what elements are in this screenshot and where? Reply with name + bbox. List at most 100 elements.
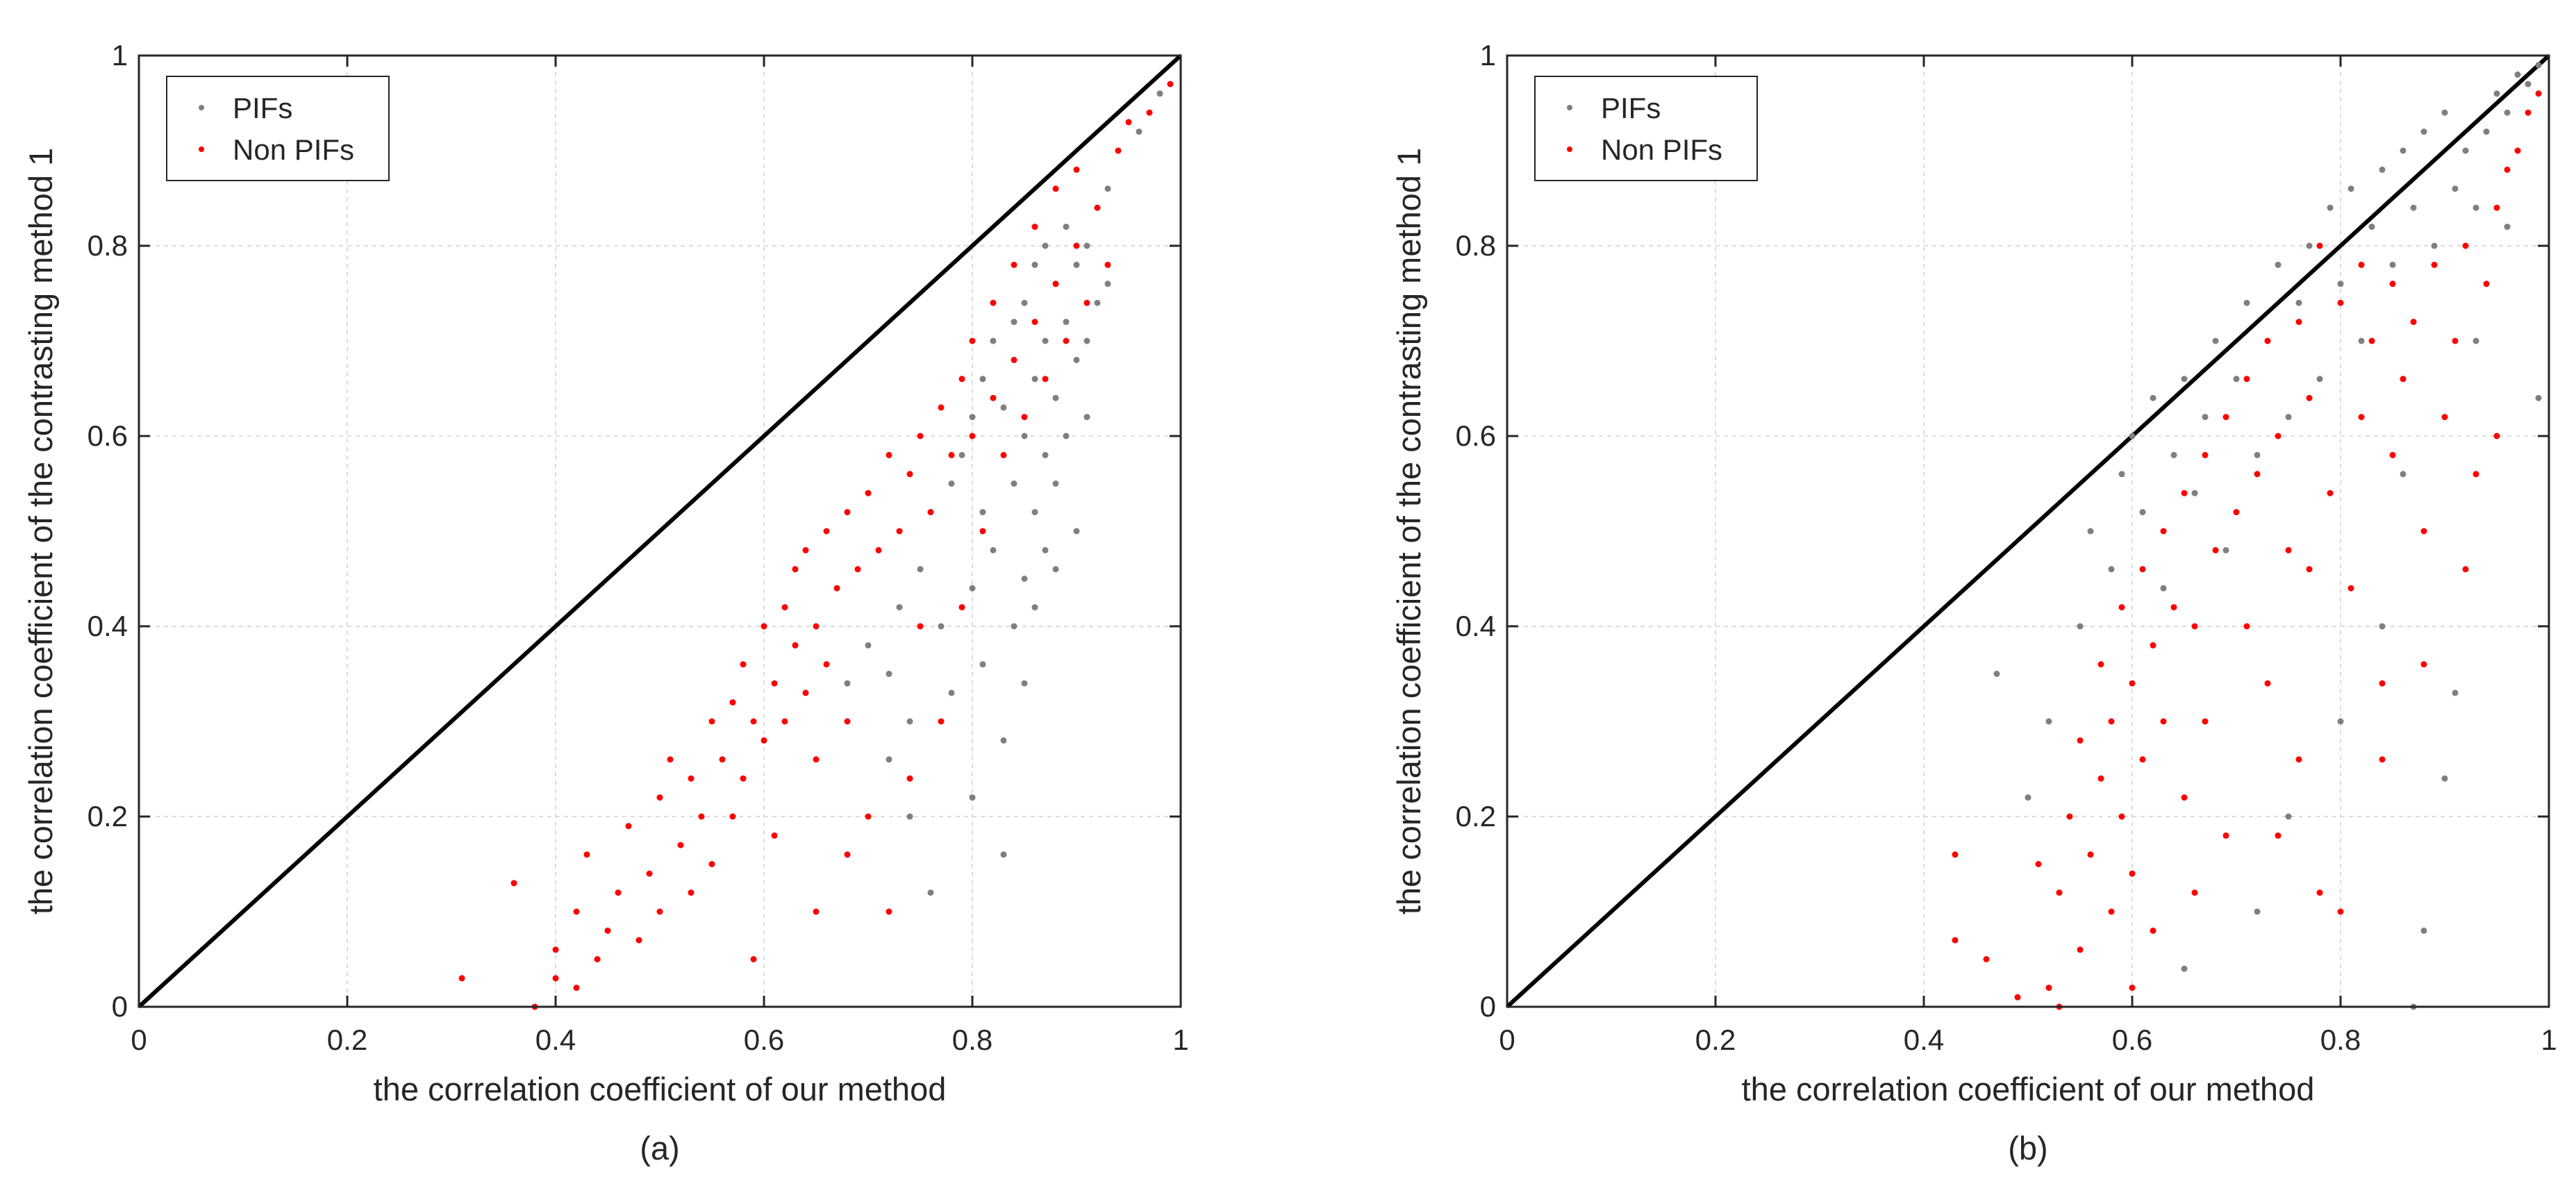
point-pifs-b bbox=[2118, 471, 2125, 478]
point-non-pifs-b bbox=[2097, 661, 2104, 668]
point-pifs-b bbox=[2077, 623, 2084, 630]
point-pifs-a bbox=[1104, 281, 1111, 287]
point-non-pifs-b bbox=[2222, 414, 2229, 421]
point-pifs-b bbox=[2535, 394, 2542, 401]
point-non-pifs-b bbox=[2160, 718, 2167, 725]
point-non-pifs-a bbox=[656, 794, 663, 801]
point-non-pifs-b bbox=[2327, 490, 2334, 496]
point-non-pifs-a bbox=[740, 661, 747, 668]
point-non-pifs-a bbox=[906, 471, 913, 478]
point-non-pifs-a bbox=[1073, 242, 1080, 249]
point-non-pifs-b bbox=[1952, 937, 1959, 944]
point-non-pifs-b bbox=[2118, 813, 2125, 820]
point-pifs-b bbox=[2535, 62, 2542, 69]
point-pifs-a bbox=[1011, 623, 1017, 630]
point-non-pifs-b bbox=[2170, 604, 2177, 611]
point-non-pifs-b bbox=[1952, 851, 1959, 858]
point-non-pifs-b bbox=[2316, 889, 2323, 896]
point-pifs-a bbox=[1000, 851, 1007, 858]
y-axis-label-a: the correlation coefficient of the contr… bbox=[22, 148, 59, 914]
point-pifs-b bbox=[2348, 185, 2354, 192]
point-pifs-b bbox=[2285, 414, 2292, 421]
point-non-pifs-a bbox=[1063, 337, 1070, 344]
point-non-pifs-b bbox=[2108, 908, 2115, 915]
point-non-pifs-a bbox=[625, 823, 632, 830]
reference-line-a bbox=[137, 53, 1183, 1009]
point-non-pifs-a bbox=[1021, 414, 1028, 421]
point-non-pifs-a bbox=[761, 623, 767, 630]
point-pifs-b bbox=[2337, 718, 2344, 725]
point-non-pifs-a bbox=[1167, 81, 1174, 87]
point-pifs-b bbox=[2452, 689, 2459, 696]
point-non-pifs-a bbox=[802, 689, 809, 696]
point-non-pifs-a bbox=[573, 908, 580, 915]
point-non-pifs-a bbox=[802, 546, 809, 553]
point-non-pifs-b bbox=[2295, 319, 2302, 326]
y-axis-label-b: the correlation coefficient of the contr… bbox=[1390, 148, 1427, 914]
point-pifs-b bbox=[2400, 147, 2407, 154]
point-non-pifs-b bbox=[2129, 985, 2136, 992]
point-pifs-b bbox=[2254, 451, 2261, 458]
point-non-pifs-b bbox=[2254, 471, 2261, 478]
point-non-pifs-a bbox=[896, 528, 903, 535]
point-non-pifs-b bbox=[2337, 299, 2344, 306]
point-pifs-a bbox=[1104, 185, 1111, 192]
point-non-pifs-b bbox=[2077, 737, 2084, 744]
point-pifs-b bbox=[2441, 109, 2448, 116]
x-tick-label-a: 1 bbox=[1172, 1023, 1188, 1056]
point-non-pifs-b bbox=[2222, 832, 2229, 839]
point-pifs-b bbox=[2212, 337, 2219, 344]
point-pifs-b bbox=[2514, 71, 2521, 78]
point-non-pifs-a bbox=[594, 956, 601, 962]
x-axis-label-a: the correlation coefficient of our metho… bbox=[374, 1071, 947, 1107]
point-pifs-b bbox=[2504, 109, 2511, 116]
point-pifs-a bbox=[886, 756, 892, 763]
point-pifs-b bbox=[2295, 299, 2302, 306]
point-pifs-a bbox=[886, 671, 892, 677]
point-pifs-b bbox=[2222, 546, 2229, 553]
point-pifs-b bbox=[2473, 337, 2479, 344]
point-pifs-a bbox=[1052, 394, 1059, 401]
point-pifs-a bbox=[1042, 337, 1049, 344]
point-non-pifs-a bbox=[750, 956, 757, 962]
point-non-pifs-a bbox=[698, 813, 705, 820]
point-non-pifs-a bbox=[656, 908, 663, 915]
legend-label-pifs-a: PIFs bbox=[233, 92, 292, 124]
point-non-pifs-b bbox=[2420, 661, 2427, 668]
point-non-pifs-a bbox=[771, 680, 778, 687]
point-non-pifs-b bbox=[2410, 319, 2417, 326]
point-pifs-a bbox=[969, 585, 976, 592]
y-tick-label-a: 0 bbox=[112, 990, 128, 1023]
point-non-pifs-b bbox=[2202, 451, 2209, 458]
legend-marker-pifs-a bbox=[199, 105, 204, 110]
point-non-pifs-b bbox=[2191, 623, 2198, 630]
point-non-pifs-b bbox=[2285, 546, 2292, 553]
point-non-pifs-a bbox=[875, 546, 882, 553]
point-pifs-a bbox=[906, 813, 913, 820]
point-non-pifs-b bbox=[2504, 166, 2511, 173]
point-pifs-b bbox=[2285, 813, 2292, 820]
point-non-pifs-b bbox=[2337, 908, 2344, 915]
point-non-pifs-a bbox=[750, 718, 757, 725]
point-pifs-a bbox=[1052, 566, 1059, 573]
point-pifs-a bbox=[1073, 528, 1080, 535]
point-non-pifs-a bbox=[886, 908, 892, 915]
point-pifs-a bbox=[1000, 737, 1007, 744]
point-non-pifs-a bbox=[792, 566, 799, 573]
point-non-pifs-a bbox=[1094, 204, 1101, 211]
point-non-pifs-a bbox=[917, 433, 924, 440]
point-non-pifs-b bbox=[2431, 261, 2438, 268]
point-non-pifs-a bbox=[958, 376, 965, 383]
point-pifs-a bbox=[990, 337, 997, 344]
point-non-pifs-a bbox=[688, 889, 695, 896]
point-pifs-b bbox=[2420, 128, 2427, 135]
point-pifs-a bbox=[1052, 480, 1059, 487]
point-pifs-b bbox=[2275, 261, 2282, 268]
point-non-pifs-a bbox=[823, 528, 830, 535]
point-non-pifs-a bbox=[969, 433, 976, 440]
point-non-pifs-a bbox=[927, 509, 934, 516]
point-pifs-b bbox=[2233, 376, 2240, 383]
point-non-pifs-a bbox=[458, 975, 465, 982]
legend-label-non-pifs-b: Non PIFs bbox=[1601, 133, 1722, 166]
point-non-pifs-a bbox=[1083, 299, 1090, 306]
